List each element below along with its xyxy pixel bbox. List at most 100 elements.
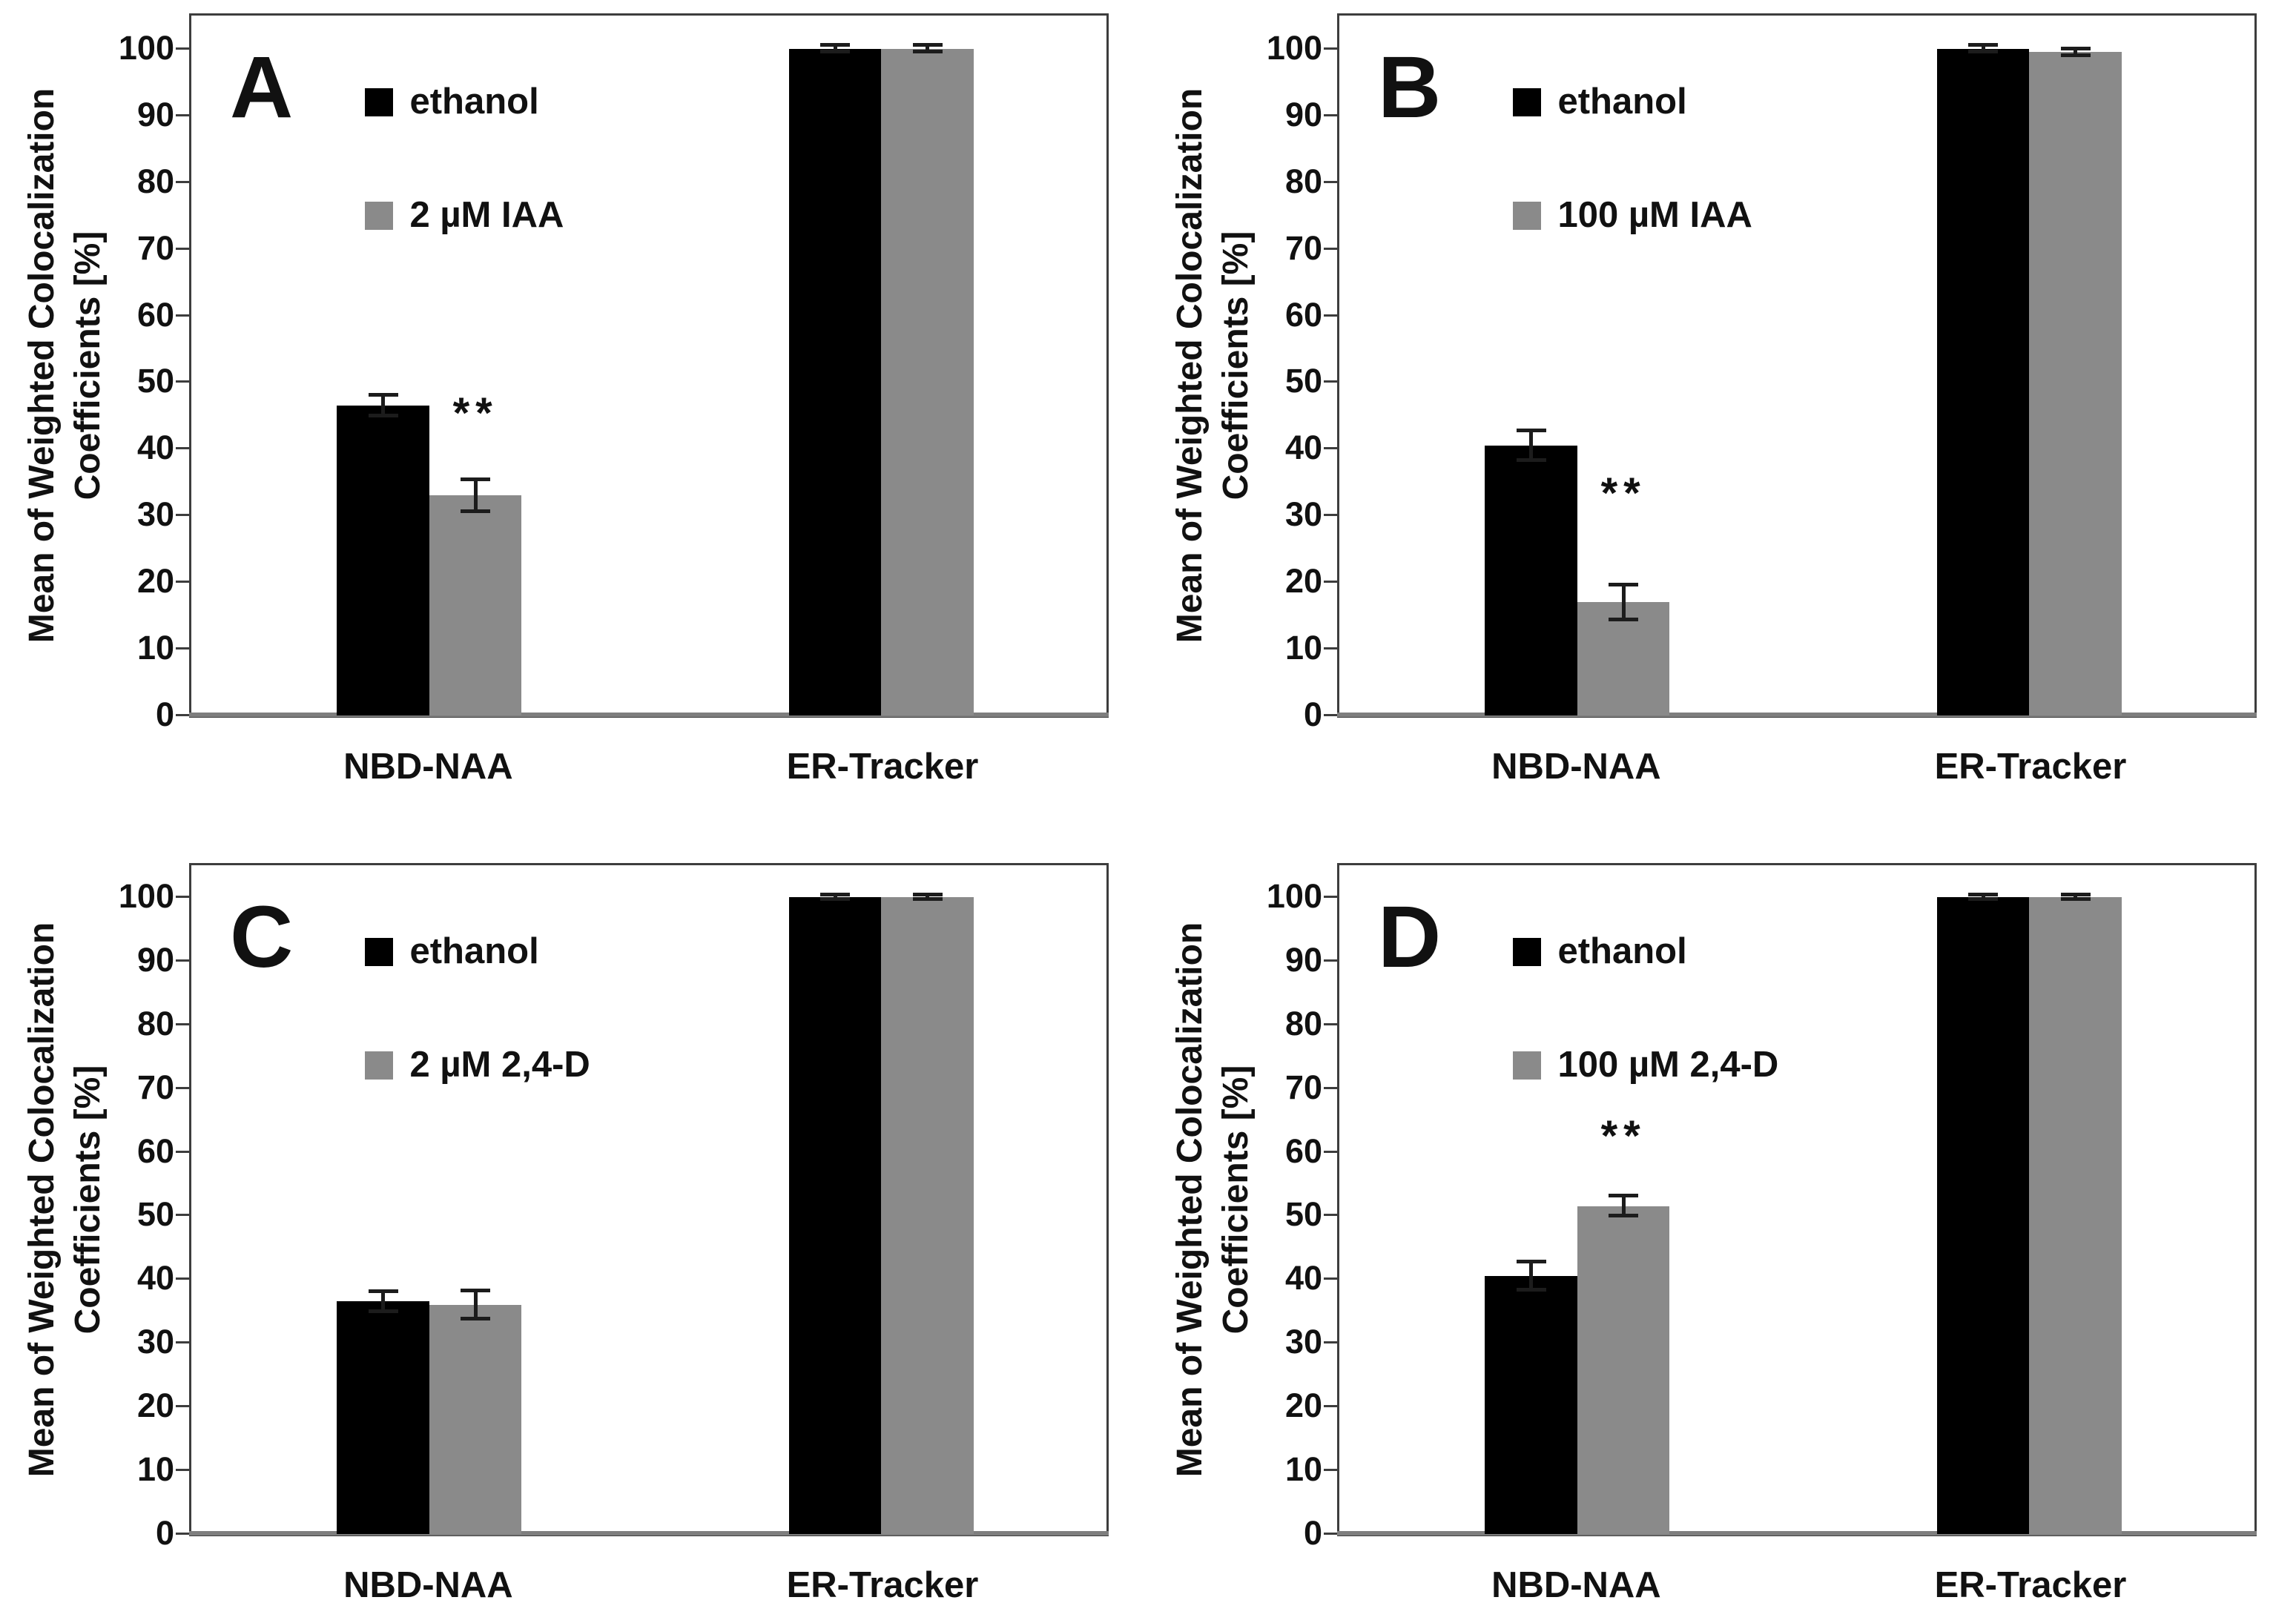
error-cap-top-100-m-2-4-d-nbd-naa [1609, 1193, 1639, 1197]
y-tick-label-30: 30 [136, 495, 174, 534]
y-tick-label-90: 90 [136, 940, 174, 979]
y-tick-label-100: 100 [118, 28, 174, 67]
y-tick-label-50: 50 [1284, 1195, 1322, 1234]
y-tick-mark-90 [1324, 959, 1337, 962]
legend-label-ethanol: ethanol [409, 931, 539, 971]
y-tick-mark-90 [176, 959, 189, 962]
panel-letter-b: B [1378, 39, 1442, 136]
error-bar-ethanol-nbd-naa [1529, 431, 1534, 460]
error-bar-2-m-iaa-er-tracker [926, 45, 930, 53]
error-cap-bottom-100-m-2-4-d-nbd-naa [1609, 1214, 1639, 1218]
y-tick-mark-0 [1324, 714, 1337, 716]
y-tick-mark-10 [1324, 1469, 1337, 1472]
y-tick-mark-90 [1324, 113, 1337, 116]
y-tick-mark-50 [176, 380, 189, 383]
y-tick-label-80: 80 [136, 1004, 174, 1042]
y-tick-label-40: 40 [136, 1259, 174, 1298]
y-tick-label-30: 30 [1284, 1323, 1322, 1361]
legend-label-ethanol: ethanol [1557, 82, 1687, 122]
y-tick-label-0: 0 [155, 1514, 174, 1552]
bar-ethanol-er-tracker [788, 48, 882, 715]
x-category-label-er-tracker: ER-Tracker [786, 747, 979, 787]
error-bar-ethanol-er-tracker [833, 894, 837, 900]
y-axis-title: Mean of Weighted Colocalization Coeffici… [1167, 863, 1260, 1536]
y-tick-mark-10 [1324, 647, 1337, 650]
bar-ethanol-nbd-naa [337, 405, 429, 715]
panel-b: Mean of Weighted Colocalization Coeffici… [1148, 0, 2296, 812]
y-tick-mark-20 [1324, 581, 1337, 584]
legend-label-treatment: 2 µM 2,4-D [409, 1045, 590, 1085]
error-cap-top-ethanol-er-tracker [820, 43, 851, 47]
y-tick-label-30: 30 [136, 1323, 174, 1361]
bar-ethanol-er-tracker [1936, 896, 2030, 1534]
y-tick-label-50: 50 [136, 362, 174, 400]
legend-row: 2 µM IAA [365, 197, 564, 234]
bar-ethanol-nbd-naa [337, 1301, 429, 1534]
error-cap-top-2-m-iaa-nbd-naa [461, 477, 491, 481]
y-tick-label-10: 10 [1284, 1450, 1322, 1489]
legend-row: ethanol [1513, 933, 1778, 970]
y-tick-mark-30 [1324, 514, 1337, 517]
y-tick-label-50: 50 [136, 1195, 174, 1234]
error-bar-100-m-iaa-er-tracker [2074, 48, 2078, 56]
y-tick-label-70: 70 [136, 228, 174, 267]
error-cap-bottom-ethanol-nbd-naa [1516, 457, 1546, 462]
y-axis-title: Mean of Weighted Colocalization Coeffici… [19, 863, 112, 1536]
legend-row: 2 µM 2,4-D [365, 1047, 590, 1083]
error-cap-bottom-ethanol-er-tracker [1968, 50, 1999, 54]
y-tick-label-20: 20 [136, 1386, 174, 1425]
y-tick-label-0: 0 [155, 695, 174, 733]
y-axis-title-line2: Coefficients [%] [68, 1065, 108, 1335]
legend-row: ethanol [365, 84, 564, 120]
x-category-label-nbd-naa: NBD-NAA [343, 1565, 513, 1605]
y-axis-title: Mean of Weighted Colocalization Coeffici… [1167, 13, 1260, 718]
y-tick-mark-40 [176, 1277, 189, 1280]
y-tick-label-80: 80 [1284, 162, 1322, 200]
y-tick-mark-60 [1324, 314, 1337, 317]
error-cap-top-ethanol-er-tracker [1968, 892, 1999, 896]
y-tick-label-20: 20 [1284, 1386, 1322, 1425]
error-cap-top-ethanol-nbd-naa [1516, 1260, 1546, 1264]
y-tick-mark-10 [176, 1469, 189, 1472]
bar-100-m-iaa-er-tracker [2029, 52, 2122, 715]
y-tick-label-0: 0 [1303, 695, 1322, 733]
y-tick-mark-50 [1324, 380, 1337, 383]
error-cap-top-2-m-2-4-d-er-tracker [912, 892, 943, 896]
legend-label-treatment: 100 µM 2,4-D [1557, 1045, 1779, 1085]
y-tick-mark-70 [176, 1086, 189, 1089]
y-tick-label-90: 90 [1284, 940, 1322, 979]
y-axis-title-line1: Mean of Weighted Colocalization [1170, 87, 1210, 644]
legend-row: 100 µM IAA [1513, 197, 1752, 234]
y-tick-label-100: 100 [1266, 28, 1322, 67]
y-tick-mark-100 [1324, 895, 1337, 898]
error-bar-100-m-2-4-d-nbd-naa [1621, 1195, 1626, 1217]
legend-swatch-ethanol [365, 937, 394, 966]
legend-swatch-ethanol [1513, 937, 1542, 966]
legend-swatch-ethanol [1513, 87, 1542, 116]
y-tick-label-70: 70 [1284, 228, 1322, 267]
error-cap-bottom-ethanol-er-tracker [820, 897, 851, 902]
error-cap-bottom-ethanol-nbd-naa [1516, 1288, 1546, 1292]
bar-2-m-iaa-nbd-naa [429, 495, 522, 715]
y-axis-title: Mean of Weighted Colocalization Coeffici… [19, 13, 112, 718]
bar-ethanol-er-tracker [788, 896, 882, 1534]
bar-2-m-iaa-er-tracker [881, 48, 974, 715]
bar-ethanol-nbd-naa [1485, 445, 1577, 715]
y-tick-label-60: 60 [1284, 1131, 1322, 1170]
bar-ethanol-nbd-naa [1485, 1276, 1577, 1534]
legend-b: ethanol 100 µM IAA [1513, 84, 1752, 311]
y-tick-label-100: 100 [1266, 876, 1322, 915]
error-cap-bottom-2-m-2-4-d-er-tracker [912, 897, 943, 902]
error-cap-top-100-m-iaa-er-tracker [2060, 46, 2091, 50]
error-cap-top-100-m-iaa-nbd-naa [1609, 582, 1639, 586]
error-cap-bottom-2-m-2-4-d-nbd-naa [461, 1316, 491, 1320]
y-axis-title-line2: Coefficients [%] [1216, 1065, 1256, 1335]
error-cap-bottom-100-m-2-4-d-er-tracker [2060, 897, 2091, 902]
y-tick-mark-50 [1324, 1214, 1337, 1217]
y-tick-mark-80 [1324, 180, 1337, 183]
x-category-label-nbd-naa: NBD-NAA [343, 747, 513, 787]
y-axis-title-line1: Mean of Weighted Colocalization [1170, 922, 1210, 1478]
y-tick-mark-0 [176, 714, 189, 716]
x-axis-line [189, 1531, 1109, 1536]
y-tick-mark-20 [1324, 1405, 1337, 1408]
